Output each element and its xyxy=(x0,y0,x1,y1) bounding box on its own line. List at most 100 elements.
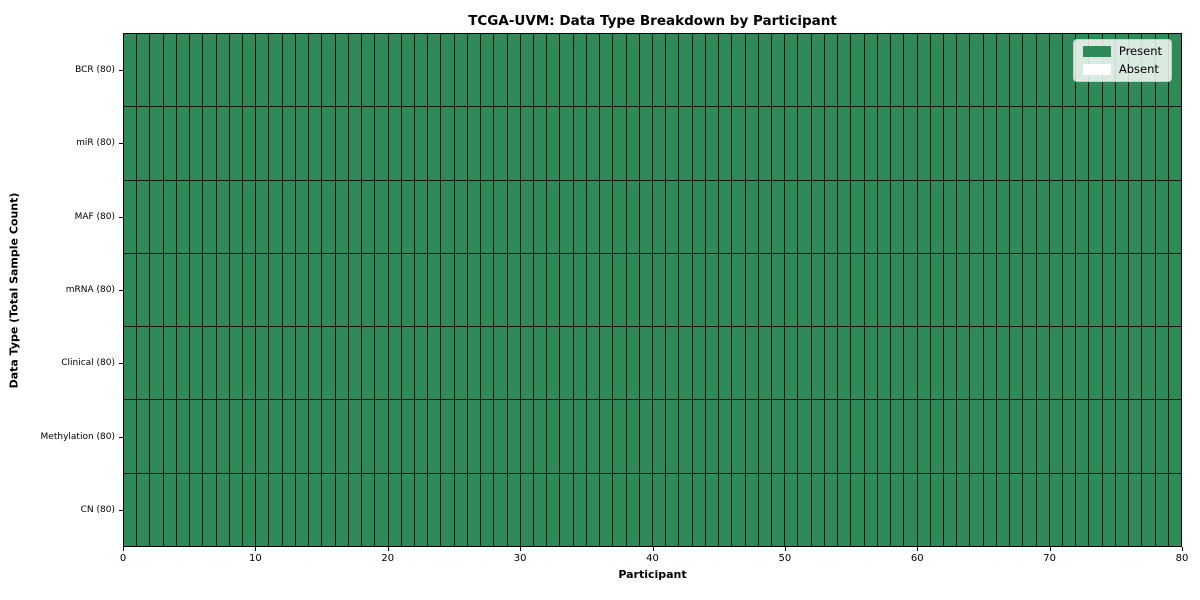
heatmap-cell xyxy=(1049,107,1062,180)
heatmap-cell xyxy=(1049,327,1062,400)
heatmap-cell xyxy=(996,473,1010,546)
heatmap-cell xyxy=(428,253,441,327)
heatmap-cell xyxy=(705,34,719,107)
heatmap-cell xyxy=(851,107,864,180)
heatmap-cell xyxy=(904,107,917,180)
heatmap-cell xyxy=(996,253,1010,327)
heatmap-cell xyxy=(719,400,732,473)
heatmap-cell xyxy=(851,34,864,107)
heatmap-cell xyxy=(1010,34,1023,107)
heatmap-cell xyxy=(785,473,798,546)
heatmap-cell xyxy=(1168,180,1181,253)
heatmap-cell xyxy=(745,107,758,180)
heatmap-cell xyxy=(1168,107,1181,180)
heatmap-cell xyxy=(891,107,904,180)
heatmap-cell xyxy=(481,400,494,473)
heatmap-cell xyxy=(1129,253,1142,327)
heatmap-cell xyxy=(705,253,719,327)
heatmap-cell xyxy=(375,327,388,400)
heatmap-cell xyxy=(573,327,586,400)
heatmap-cell xyxy=(375,180,388,253)
heatmap-cell xyxy=(586,253,600,327)
heatmap-cell xyxy=(772,107,785,180)
heatmap-cell xyxy=(798,180,811,253)
heatmap-cell xyxy=(666,253,679,327)
heatmap-cell xyxy=(930,327,943,400)
heatmap-cell xyxy=(930,400,943,473)
heatmap-cell xyxy=(414,400,428,473)
heatmap-cell xyxy=(573,180,586,253)
heatmap-cell xyxy=(758,34,772,107)
heatmap-cell xyxy=(996,107,1010,180)
heatmap-cell xyxy=(256,327,269,400)
heatmap-cell xyxy=(573,473,586,546)
heatmap-cell xyxy=(877,34,891,107)
heatmap-cell xyxy=(613,400,626,473)
y-tick-mark xyxy=(119,363,123,364)
heatmap-cell xyxy=(705,327,719,400)
heatmap-cell xyxy=(970,400,983,473)
legend-entry: Absent xyxy=(1082,63,1162,76)
heatmap-cell xyxy=(560,34,573,107)
heatmap-cell xyxy=(838,327,851,400)
heatmap-cell xyxy=(930,34,943,107)
heatmap-cell xyxy=(1115,473,1129,546)
heatmap-cell xyxy=(1062,253,1076,327)
heatmap-cell xyxy=(864,400,877,473)
heatmap-cell xyxy=(507,473,520,546)
heatmap-cell xyxy=(1049,34,1062,107)
heatmap-cell xyxy=(507,107,520,180)
heatmap-cell xyxy=(335,34,348,107)
heatmap-cell xyxy=(824,400,838,473)
heatmap-cell xyxy=(983,34,996,107)
heatmap-cell xyxy=(1089,327,1102,400)
heatmap-cell xyxy=(758,327,772,400)
heatmap-cell xyxy=(295,400,309,473)
heatmap-cell xyxy=(533,327,547,400)
heatmap-cell xyxy=(705,400,719,473)
heatmap-cell xyxy=(1023,327,1036,400)
heatmap-cell xyxy=(124,400,137,473)
heatmap-cell xyxy=(917,327,930,400)
y-tick-mark xyxy=(119,217,123,218)
x-tick-mark xyxy=(653,547,654,551)
heatmap-cell xyxy=(798,400,811,473)
heatmap-cell xyxy=(243,327,256,400)
heatmap-cell xyxy=(1010,400,1023,473)
heatmap-cell xyxy=(811,473,824,546)
heatmap-cell xyxy=(930,473,943,546)
heatmap-cell xyxy=(1010,327,1023,400)
heatmap-cell xyxy=(613,34,626,107)
heatmap-cell xyxy=(229,327,243,400)
heatmap-cell xyxy=(732,180,745,253)
heatmap-cell xyxy=(256,180,269,253)
heatmap-cell xyxy=(335,400,348,473)
heatmap-cell xyxy=(137,253,150,327)
heatmap-cell xyxy=(309,107,322,180)
heatmap-cell xyxy=(414,180,428,253)
heatmap-cell xyxy=(705,473,719,546)
heatmap-cell xyxy=(996,34,1010,107)
heatmap-cell xyxy=(163,107,176,180)
heatmap-cell xyxy=(957,327,970,400)
heatmap-cell xyxy=(732,34,745,107)
heatmap-cell xyxy=(348,180,362,253)
heatmap-cell xyxy=(758,400,772,473)
heatmap-cell xyxy=(150,473,163,546)
heatmap-cell xyxy=(467,253,481,327)
heatmap-cell xyxy=(481,253,494,327)
heatmap-cell xyxy=(1102,107,1115,180)
heatmap-cell xyxy=(176,107,190,180)
heatmap-cell xyxy=(256,400,269,473)
heatmap-cell xyxy=(243,180,256,253)
heatmap-cell xyxy=(943,107,957,180)
heatmap-cell xyxy=(190,107,203,180)
heatmap-cell xyxy=(467,473,481,546)
heatmap-cell xyxy=(692,400,705,473)
heatmap-cell xyxy=(203,473,216,546)
heatmap-cell xyxy=(983,180,996,253)
heatmap-cell xyxy=(520,107,533,180)
heatmap-cell xyxy=(692,473,705,546)
heatmap-cell xyxy=(851,180,864,253)
